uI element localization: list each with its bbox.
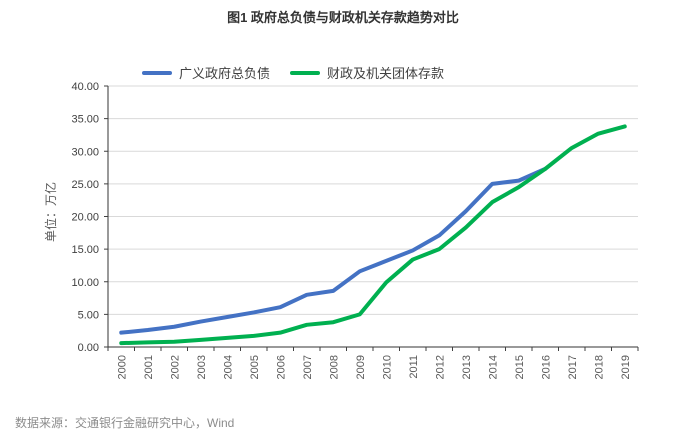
series-line-1	[119, 124, 627, 346]
legend-line-swatch-blue	[142, 70, 172, 75]
x-tick-label: 2014	[487, 355, 499, 379]
x-tick-label: 2018	[593, 355, 605, 379]
x-tick-label: 2013	[461, 355, 473, 379]
x-tick-label: 2009	[355, 355, 367, 379]
y-tick-label: 10.00	[71, 277, 99, 289]
legend-label: 财政及机关团体存款	[327, 66, 445, 81]
y-tick-label: 5.00	[78, 309, 99, 321]
x-tick-label: 2010	[381, 355, 393, 379]
x-tick-label: 2008	[328, 355, 340, 379]
chart-title: 图1 政府总负债与财政机关存款趋势对比	[227, 10, 459, 25]
y-tick-label: 25.00	[71, 179, 99, 191]
x-tick-label: 2000	[116, 355, 128, 379]
x-tick-label: 2017	[567, 355, 579, 379]
x-tick-label: 2012	[434, 355, 446, 379]
chart-legend: 广义政府总负债 财政及机关团体存款	[142, 63, 444, 82]
y-tick-label: 0.00	[78, 342, 99, 354]
legend-item-government-debt: 广义政府总负债	[142, 63, 270, 82]
y-tick-label: 20.00	[71, 212, 99, 224]
y-tick-label: 15.00	[71, 244, 99, 256]
x-tick-label: 2001	[143, 355, 155, 379]
y-tick-label: 35.00	[71, 114, 99, 126]
series-line-0	[119, 166, 548, 335]
y-tick-label: 40.00	[71, 81, 99, 93]
data-source-note: 数据来源：交通银行金融研究中心，Wind	[15, 416, 235, 430]
legend-item-fiscal-deposits: 财政及机关团体存款	[290, 63, 444, 82]
x-tick-label: 2003	[196, 355, 208, 379]
x-tick-label: 2016	[540, 355, 552, 379]
x-tick-label: 2019	[620, 355, 632, 379]
x-tick-label: 2005	[249, 355, 261, 379]
x-tick-label: 2007	[302, 355, 314, 379]
legend-label: 广义政府总负债	[179, 66, 271, 81]
x-tick-label: 2015	[514, 355, 526, 379]
x-tick-label: 2004	[222, 355, 234, 379]
x-tick-label: 2011	[408, 355, 420, 379]
y-tick-label: 30.00	[71, 146, 99, 158]
x-tick-label: 2006	[275, 355, 287, 379]
x-tick-label: 2002	[169, 355, 181, 379]
legend-line-swatch-green	[290, 70, 321, 75]
